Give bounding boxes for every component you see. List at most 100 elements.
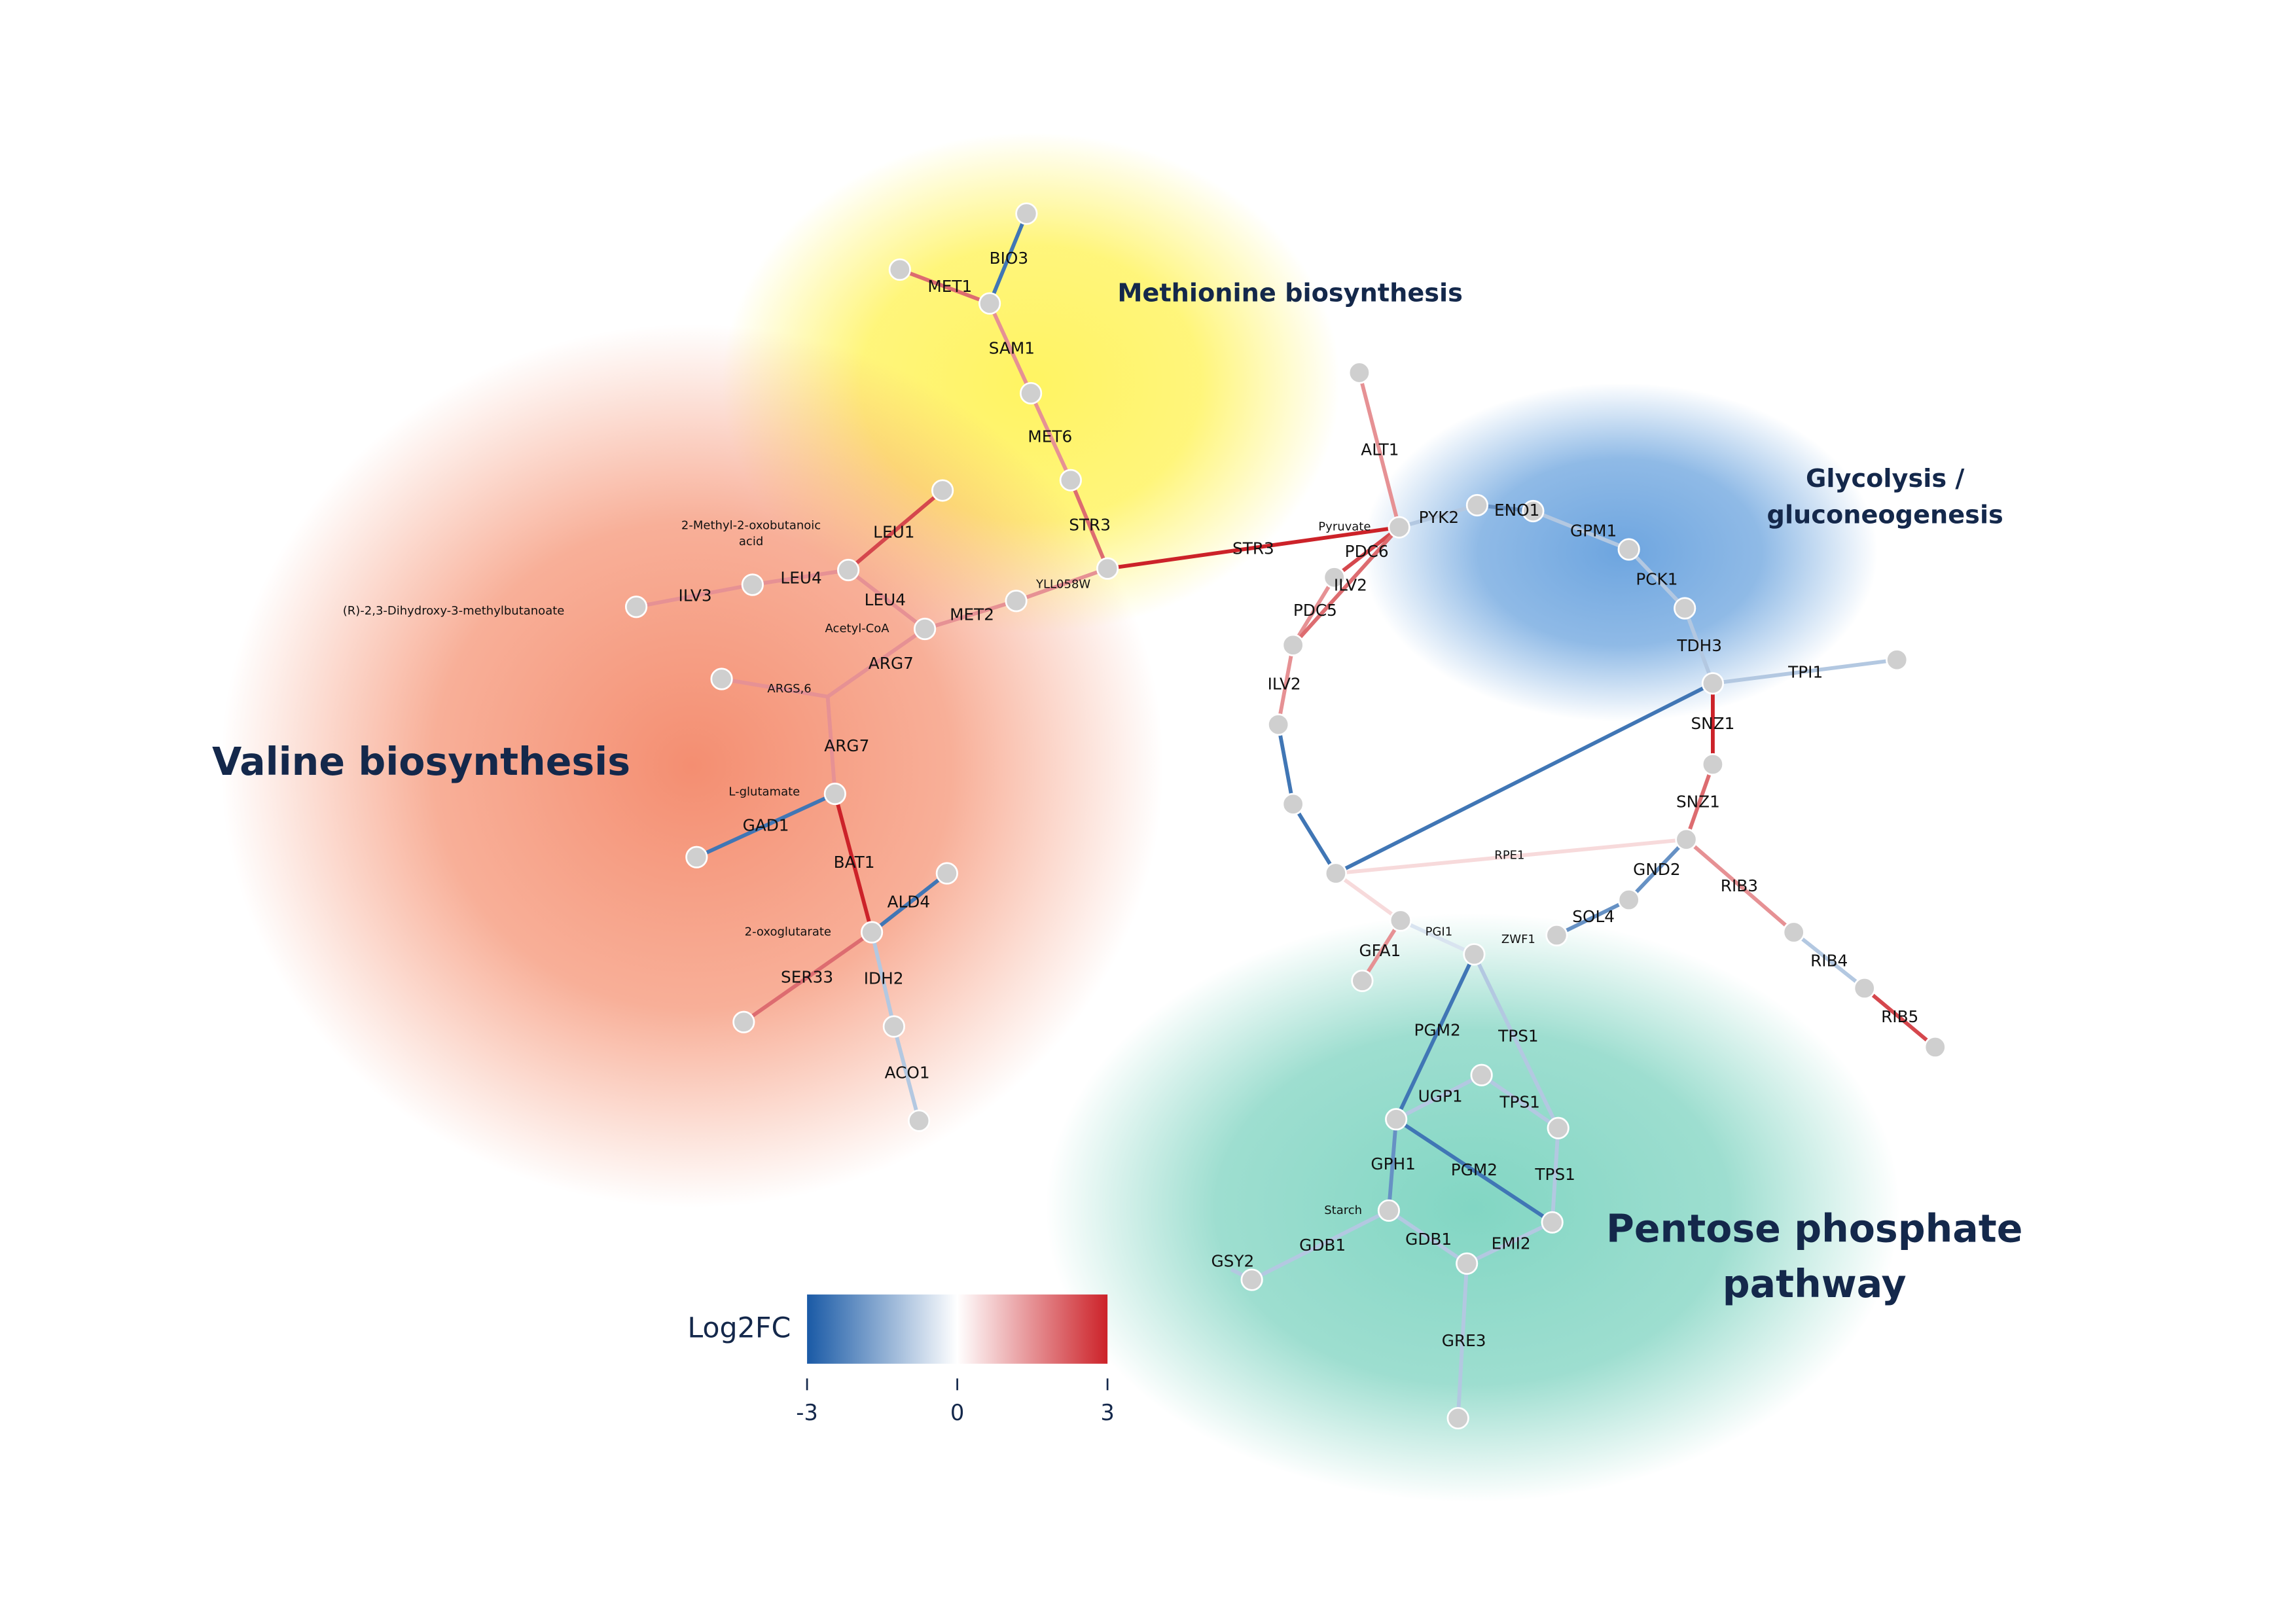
edge-label: SER33 [781, 967, 833, 986]
edge [1069, 479, 1109, 569]
metabolite-label: (R)-2,3-Dihydroxy-3-methylbutanoate [343, 604, 565, 618]
edge [870, 872, 948, 934]
node [1282, 633, 1304, 656]
edge-label: SNZ1 [1691, 714, 1734, 733]
edge-label: TPS1 [1534, 1165, 1575, 1184]
edge-label: GPH1 [1371, 1154, 1415, 1173]
edge [696, 792, 836, 859]
edge-label: GFA1 [1359, 941, 1401, 960]
region-blob [1045, 913, 1900, 1503]
node [1541, 1211, 1564, 1234]
metabolite-label: Acetyl-CoA [825, 622, 890, 635]
edge-label: ILV3 [679, 586, 712, 605]
edge-label: LEU4 [780, 568, 821, 587]
edge-label: GSY2 [1211, 1252, 1255, 1271]
tick-label: 0 [950, 1400, 964, 1425]
nodes [624, 202, 1946, 1430]
edge-label: ARG7 [869, 654, 914, 673]
node [1522, 499, 1545, 523]
metabolite-label: 2-oxoglutarate [745, 925, 831, 939]
edge [1532, 509, 1630, 552]
node [1701, 672, 1725, 695]
node [1456, 1252, 1479, 1275]
edge-label: MET2 [950, 605, 994, 624]
metabolite-label: Starch [1324, 1204, 1362, 1217]
node [1853, 976, 1876, 1000]
edge [636, 582, 753, 609]
node [1446, 1406, 1469, 1430]
edge-label: STR3 [1069, 515, 1111, 534]
edge-label: BAT1 [834, 853, 875, 872]
node [836, 558, 860, 582]
edge-label: TPI1 [1787, 662, 1823, 681]
edge [892, 1026, 921, 1122]
edge-label: SAM1 [989, 338, 1035, 357]
edge [1465, 1221, 1553, 1266]
node [1282, 793, 1304, 815]
node [1015, 202, 1038, 225]
edge [1627, 838, 1688, 902]
tick-label: -3 [796, 1400, 818, 1425]
edge [1360, 919, 1403, 982]
edge [847, 489, 944, 572]
edge-label: ACO1 [885, 1063, 930, 1082]
edge [1395, 1117, 1554, 1224]
edge [1291, 803, 1338, 875]
edge-label: RPE1 [1494, 849, 1524, 863]
node [931, 479, 954, 502]
edge-label: ARG7 [824, 736, 869, 755]
edge-label: ILV2 [1334, 576, 1367, 595]
node [1351, 969, 1374, 992]
edge-label: MET6 [1028, 427, 1072, 446]
edge [825, 696, 837, 794]
node [1701, 753, 1725, 776]
edge-label: ARGS,6 [767, 682, 811, 696]
node [978, 292, 1001, 315]
edge [721, 677, 829, 699]
edge-label: GDB1 [1405, 1230, 1452, 1249]
edge [1684, 764, 1715, 840]
edge-label: LEU4 [865, 590, 906, 609]
edge-label: ILV2 [1268, 674, 1301, 693]
node [1782, 921, 1805, 944]
node [1389, 909, 1412, 932]
node [1377, 1199, 1401, 1222]
edge-label: PYK2 [1419, 508, 1459, 527]
edge [1291, 576, 1336, 647]
node [1463, 943, 1486, 966]
edge [833, 793, 874, 933]
node [1005, 590, 1028, 613]
node [1323, 566, 1346, 589]
edge-label: PGI1 [1426, 925, 1453, 939]
edge-label: RIB5 [1881, 1007, 1918, 1026]
edge [1276, 724, 1295, 805]
region-title: Valine biosynthesis [212, 740, 630, 784]
node [1886, 649, 1909, 671]
edge-label: PGM2 [1414, 1020, 1461, 1039]
edge [1335, 872, 1402, 922]
edge [1251, 1209, 1390, 1282]
edge [847, 568, 926, 631]
node [1059, 469, 1082, 491]
edge-label: UGP1 [1418, 1087, 1463, 1106]
edge-label: GPM1 [1570, 521, 1617, 540]
edge [742, 931, 873, 1024]
labels: BIO3 MET1 SAM1 MET6 STR3 LEU1 LEU4 ILV3 LEU4 MET2… [343, 249, 1919, 1350]
node [741, 573, 764, 596]
node [710, 668, 733, 690]
edge [899, 268, 991, 306]
edge-label: ALD4 [888, 893, 931, 912]
edge [1107, 525, 1400, 571]
edge [1029, 392, 1073, 481]
node [732, 1010, 755, 1033]
edge-label: MET1 [927, 277, 972, 296]
region-title: Pentose phosphate [1606, 1206, 2022, 1251]
node [1674, 597, 1696, 620]
edge-label: EMI2 [1492, 1234, 1531, 1253]
edge-label: TDH3 [1676, 636, 1722, 655]
tick-label: 3 [1100, 1400, 1114, 1425]
edge [1480, 1073, 1560, 1130]
edge-label: YLL058W [1035, 577, 1090, 591]
edge-label: PGM2 [1451, 1160, 1498, 1179]
